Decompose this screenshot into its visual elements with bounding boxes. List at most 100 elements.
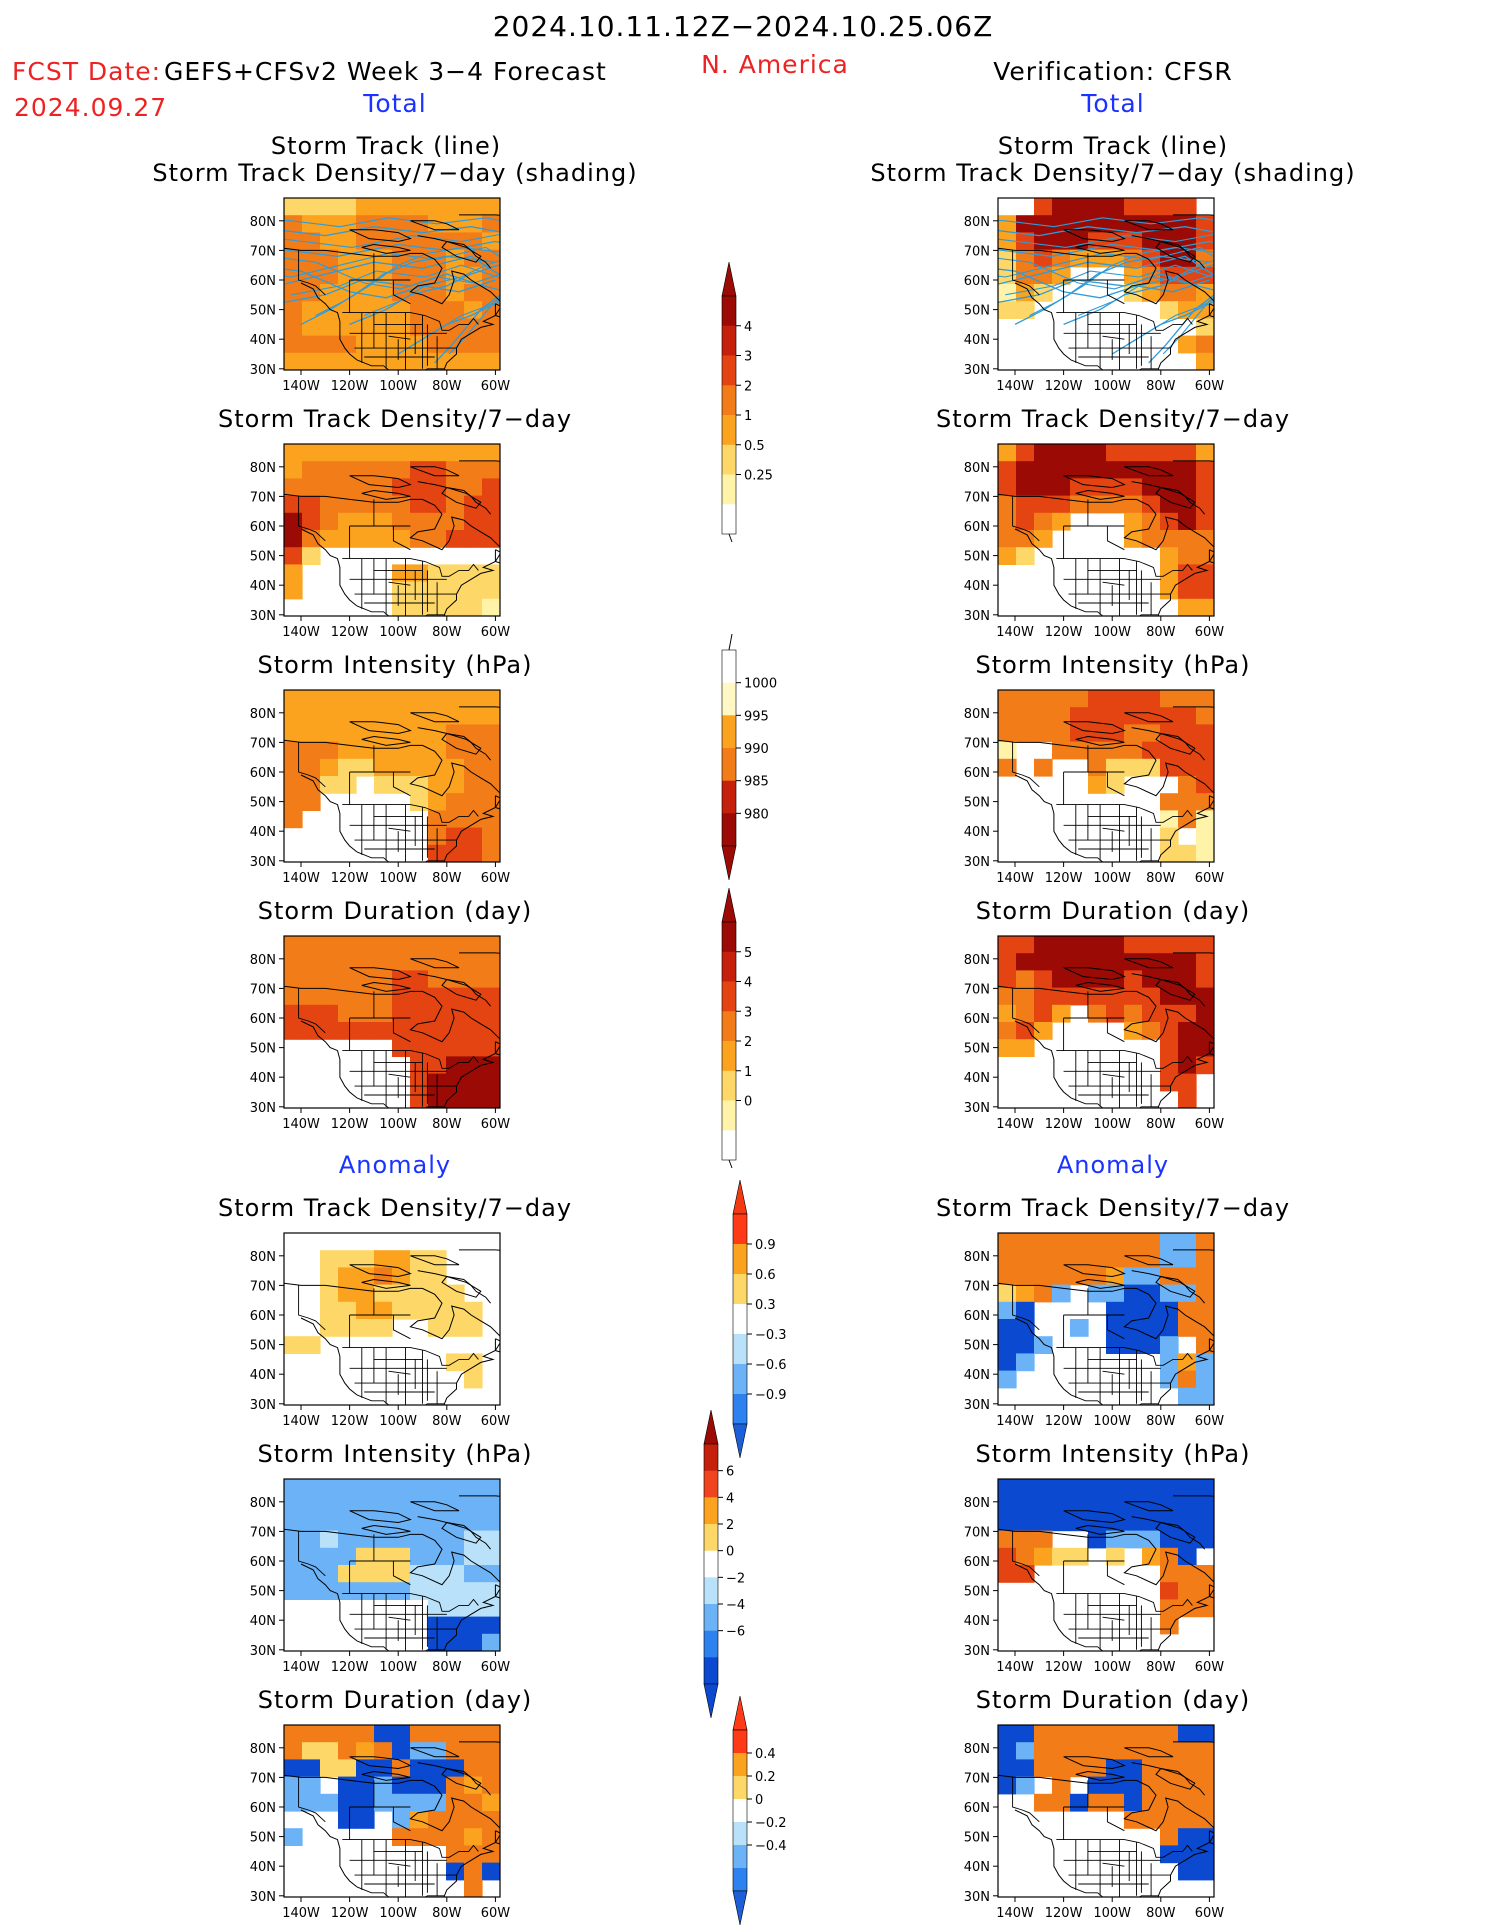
shade-cell — [482, 953, 500, 971]
state-boundary — [388, 1862, 411, 1867]
shade-cell — [446, 776, 465, 794]
shade-cell — [410, 936, 429, 954]
shade-cell — [1034, 249, 1053, 268]
shade-cell — [1070, 690, 1089, 708]
lon-label: 120W — [331, 1660, 369, 1675]
shade-cell — [1196, 758, 1214, 777]
island-outline — [441, 1522, 482, 1544]
shade-cell — [1178, 581, 1197, 600]
shade-cell — [482, 1862, 500, 1881]
lat-label: 30N — [964, 1101, 990, 1116]
lat-label: 40N — [250, 1614, 276, 1629]
shade-cell — [320, 1250, 339, 1268]
shade-cell — [428, 301, 447, 319]
shade-cell — [1142, 987, 1161, 1006]
shade-cell — [1196, 827, 1214, 846]
storm-track-line — [998, 240, 1214, 257]
shade-cell — [1016, 1776, 1035, 1795]
colorbar-top-triangle — [732, 1179, 748, 1215]
shade-cell — [284, 724, 303, 743]
lat-label: 70N — [250, 736, 276, 751]
colorbar-bottom-triangle — [703, 1683, 719, 1719]
shade-cell — [428, 1599, 447, 1618]
state-boundary — [1056, 312, 1193, 331]
shade-cell — [356, 1742, 375, 1760]
shade-cell — [1160, 844, 1179, 862]
shade-cell — [482, 198, 500, 216]
shade-cell — [1178, 1479, 1197, 1497]
shade-cell — [1034, 1793, 1053, 1812]
shade-cell — [428, 1039, 447, 1057]
shade-cell — [446, 953, 465, 971]
shade-cell — [1178, 793, 1197, 811]
shade-cell — [374, 707, 393, 725]
shade-cell — [302, 970, 321, 989]
island-outline — [1075, 736, 1125, 746]
lon-label: 120W — [1045, 625, 1083, 640]
lon-label: 80W — [432, 871, 462, 886]
shade-cell — [1052, 1725, 1071, 1743]
shade-cell — [1034, 266, 1053, 285]
colorbar-swatch — [722, 951, 736, 983]
lat-label: 80N — [964, 1250, 990, 1265]
shade-cell — [1178, 1039, 1197, 1057]
shade-cell — [1160, 564, 1179, 583]
colorbar-swatch — [722, 1130, 736, 1161]
shade-cell — [1142, 1759, 1161, 1778]
panel-title-intensity-anom-left: Storm Intensity (hPa) — [257, 1440, 533, 1468]
shade-cell — [356, 1759, 375, 1778]
shade-cell — [1034, 444, 1053, 462]
shade-cell — [428, 1742, 447, 1760]
shade-cell — [1034, 1742, 1053, 1760]
shade-cell — [1034, 1530, 1053, 1549]
shade-cell — [1088, 444, 1107, 462]
shade-cell — [410, 690, 429, 708]
shade-cell — [320, 352, 339, 370]
shade-cell — [446, 987, 465, 1006]
shade-cell — [428, 564, 447, 583]
island-outline — [1155, 1768, 1196, 1790]
lat-label: 30N — [250, 363, 276, 378]
shade-cell — [302, 1565, 321, 1583]
shade-cell — [320, 724, 339, 743]
lat-label: 30N — [250, 1398, 276, 1413]
shade-cell — [1052, 724, 1071, 743]
colorbar-swatch — [722, 325, 736, 357]
shade-cell — [1178, 598, 1197, 616]
shade-cell — [320, 1725, 339, 1743]
shade-cell — [410, 793, 429, 811]
shade-cell — [482, 335, 500, 354]
shade-cell — [356, 987, 375, 1006]
shade-cell — [428, 478, 447, 497]
shade-cell — [356, 1319, 375, 1337]
shade-cell — [464, 512, 483, 531]
fcst-label: FCST Date: — [12, 57, 162, 86]
shade-cell — [302, 724, 321, 743]
shade-cell — [446, 1828, 465, 1846]
shade-cell — [410, 301, 429, 319]
coastline — [1131, 1762, 1205, 1796]
shade-cell — [1016, 461, 1035, 479]
shade-cell — [1088, 478, 1107, 497]
state-boundary — [373, 1780, 411, 1808]
shade-cell — [1088, 1233, 1107, 1251]
shade-cell — [1142, 512, 1161, 531]
shade-cell — [1088, 690, 1107, 708]
shade-cell — [374, 478, 393, 497]
shade-cell — [374, 444, 393, 462]
colorbar-tick-label: 1 — [744, 1065, 752, 1080]
state-boundary — [1056, 804, 1193, 823]
shade-cell — [446, 512, 465, 531]
shade-cell — [320, 970, 339, 989]
shade-cell — [1160, 1056, 1179, 1075]
shade-cell — [1160, 690, 1179, 708]
shade-cell — [482, 512, 500, 531]
shade-cell — [482, 581, 500, 600]
shade-cell — [374, 1004, 393, 1023]
state-boundary — [342, 1593, 479, 1612]
shade-cell — [446, 1039, 465, 1057]
island-outline — [1063, 475, 1126, 489]
island-outline — [410, 1501, 460, 1512]
lat-label: 70N — [250, 1525, 276, 1540]
colorbar-duration_anom: 0.4 0.2 0 −0.2 −0.4 — [732, 1695, 787, 1925]
